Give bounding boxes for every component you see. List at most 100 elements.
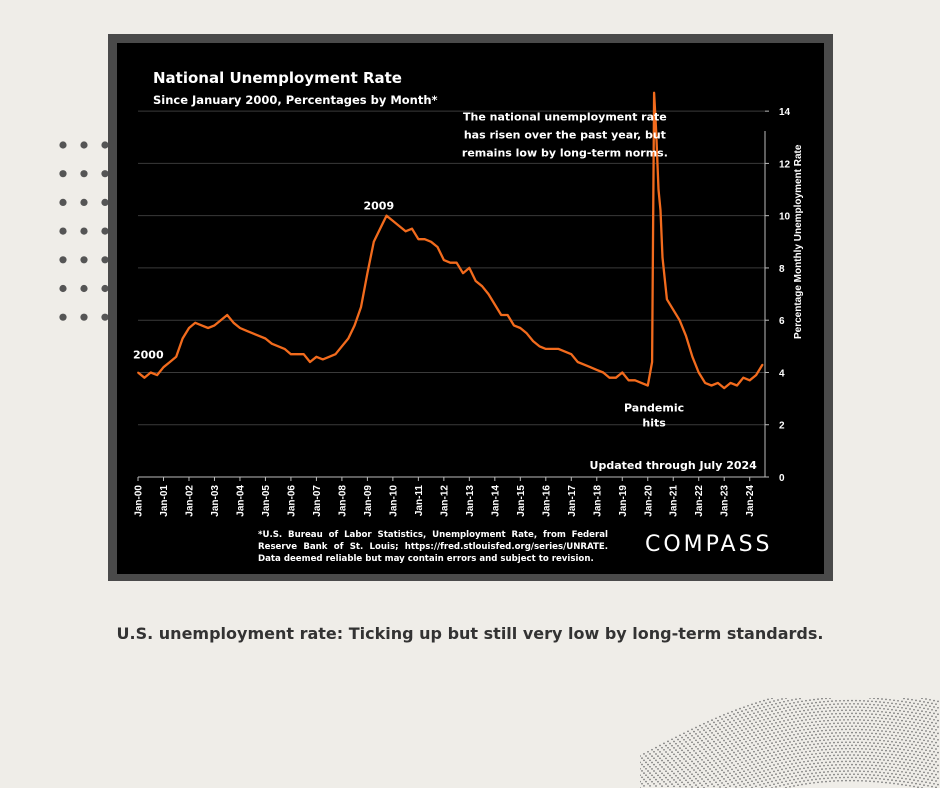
halftone-dot: [933, 744, 935, 747]
halftone-dot: [779, 740, 781, 742]
halftone-dot: [677, 783, 679, 786]
halftone-dot: [739, 726, 741, 729]
data-point: [736, 384, 738, 387]
halftone-dot: [883, 733, 885, 736]
halftone-dot: [879, 758, 881, 761]
halftone-dot: [679, 772, 681, 775]
halftone-dot: [791, 743, 793, 746]
halftone-dot: [775, 760, 777, 763]
halftone-dot: [891, 734, 893, 737]
halftone-dot: [753, 770, 755, 772]
halftone-dot: [883, 746, 885, 749]
halftone-dot: [747, 724, 749, 726]
halftone-dot: [799, 698, 801, 700]
halftone-dot: [867, 700, 869, 702]
halftone-dot: [777, 718, 779, 721]
halftone-dot: [883, 720, 885, 723]
halftone-dot: [927, 778, 929, 781]
halftone-dot: [799, 755, 801, 757]
halftone-dot: [887, 759, 889, 762]
halftone-dot: [823, 752, 825, 754]
halftone-dot: [719, 734, 721, 737]
halftone-dot: [883, 778, 885, 781]
halftone-dot: [927, 740, 929, 742]
halftone-dot: [863, 706, 865, 709]
halftone-dot: [763, 725, 765, 728]
halftone-dot: [791, 775, 793, 778]
compass-logo: COMPASS: [645, 532, 773, 557]
halftone-dot: [897, 763, 899, 766]
halftone-dot: [909, 733, 911, 736]
halftone-dot: [753, 750, 755, 753]
halftone-dot: [827, 758, 829, 760]
halftone-dot: [921, 774, 923, 776]
halftone-dot: [745, 785, 747, 788]
halftone-dot: [875, 751, 877, 754]
halftone-dot: [801, 713, 803, 715]
halftone-dot: [773, 700, 775, 702]
halftone-dot: [807, 747, 809, 750]
halftone-dot: [807, 715, 809, 718]
halftone-dot: [697, 767, 699, 769]
halftone-dot: [799, 742, 801, 745]
halftone-dot: [755, 740, 757, 743]
annotation-updated: Updated through July 2024: [590, 459, 758, 472]
halftone-dot: [825, 767, 827, 770]
halftone-dot: [663, 748, 665, 751]
halftone-dot: [719, 754, 721, 756]
halftone-dot: [691, 754, 693, 756]
data-point: [366, 272, 369, 275]
halftone-dot: [817, 723, 819, 726]
halftone-dot: [785, 761, 787, 763]
halftone-dot: [701, 784, 703, 787]
halftone-dot: [763, 699, 765, 702]
halftone-dot: [835, 725, 837, 728]
halftone-dot: [725, 716, 727, 719]
halftone-dot: [823, 739, 825, 741]
halftone-dot: [805, 770, 807, 772]
halftone-dot: [809, 737, 811, 740]
halftone-dot: [775, 722, 777, 724]
annotation-note-line-1: The national unemployment rate: [463, 110, 667, 123]
halftone-dot: [661, 772, 663, 775]
halftone-dot: [865, 760, 867, 763]
halftone-dot: [779, 778, 781, 781]
halftone-dot: [905, 720, 907, 723]
x-tick-label: Jan-19: [618, 485, 629, 517]
halftone-dot: [913, 721, 915, 724]
halftone-dot: [751, 754, 753, 757]
halftone-dot: [857, 747, 859, 750]
halftone-dot: [915, 718, 917, 721]
halftone-dot: [753, 763, 755, 766]
halftone-dot: [821, 710, 823, 713]
halftone-dot: [765, 753, 767, 756]
halftone-dot: [863, 751, 865, 753]
halftone-dot: [749, 745, 751, 748]
halftone-dot: [889, 730, 891, 733]
halftone-dot: [683, 783, 685, 786]
halftone-dot: [645, 780, 647, 783]
halftone-dot: [721, 724, 723, 727]
halftone-dot: [807, 702, 809, 705]
halftone-dot: [933, 750, 935, 753]
halftone-dot: [789, 709, 791, 711]
x-tick-label: Jan-20: [643, 485, 654, 517]
halftone-dot: [935, 722, 937, 725]
x-tick-label: Jan-06: [286, 485, 297, 517]
x-tick-label: Jan-11: [414, 485, 425, 517]
halftone-dot: [835, 719, 837, 721]
halftone-dot: [793, 765, 795, 768]
halftone-dot: [771, 703, 773, 706]
halftone-dot: [857, 754, 859, 756]
halftone-dot: [711, 757, 713, 760]
halftone-dot: [849, 702, 851, 705]
halftone-dot: [903, 768, 905, 770]
halftone-dot: [839, 712, 841, 715]
halftone-dot: [859, 712, 861, 715]
data-point: [239, 327, 241, 329]
decor-dot: [59, 170, 67, 178]
halftone-dot: [803, 767, 805, 770]
halftone-dot: [933, 699, 935, 702]
halftone-dot: [743, 776, 745, 779]
halftone-dot: [869, 767, 871, 770]
